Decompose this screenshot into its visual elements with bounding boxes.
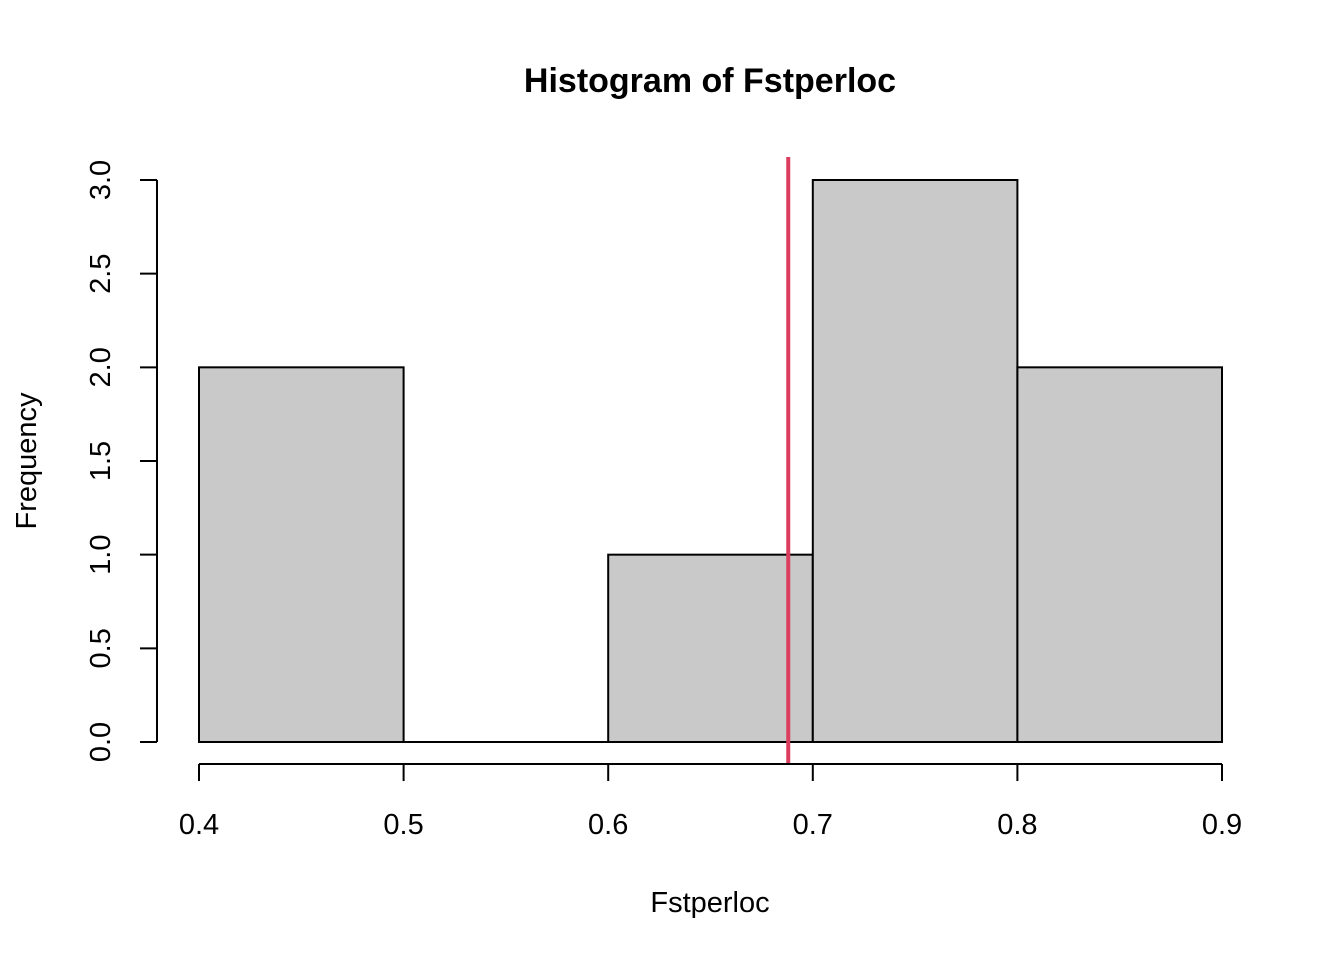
y-tick-label-4: 2.0 — [85, 347, 117, 387]
histogram-bar-3 — [811, 179, 1019, 743]
y-tick-label-5: 2.5 — [85, 254, 117, 294]
histogram-bar-4 — [1016, 366, 1224, 743]
histogram-bars — [198, 179, 1224, 744]
y-tick-label-0: 0.0 — [85, 722, 117, 762]
histogram-bar-2 — [607, 553, 814, 744]
y-axis: 0.0 0.5 1.0 1.5 2.0 2.5 3.0 — [85, 160, 158, 762]
x-tick-label-4: 0.8 — [997, 809, 1037, 841]
x-axis-label: Fstperloc — [650, 887, 769, 919]
x-tick-label-0: 0.4 — [179, 809, 219, 841]
y-axis-label: Frequency — [11, 392, 43, 530]
y-tick-label-6: 3.0 — [85, 160, 117, 200]
y-tick-label-2: 1.0 — [85, 535, 117, 575]
x-tick-label-2: 0.6 — [588, 809, 628, 841]
y-tick-label-3: 1.5 — [85, 441, 117, 481]
histogram-bar-0 — [198, 366, 405, 743]
chart-title: Histogram of Fstperloc — [524, 62, 896, 100]
x-axis: 0.4 0.5 0.6 0.7 0.8 0.9 — [179, 763, 1242, 841]
x-tick-label-5: 0.9 — [1202, 809, 1242, 841]
x-tick-label-3: 0.7 — [793, 809, 833, 841]
x-tick-label-1: 0.5 — [383, 809, 423, 841]
y-tick-label-1: 0.5 — [85, 628, 117, 668]
